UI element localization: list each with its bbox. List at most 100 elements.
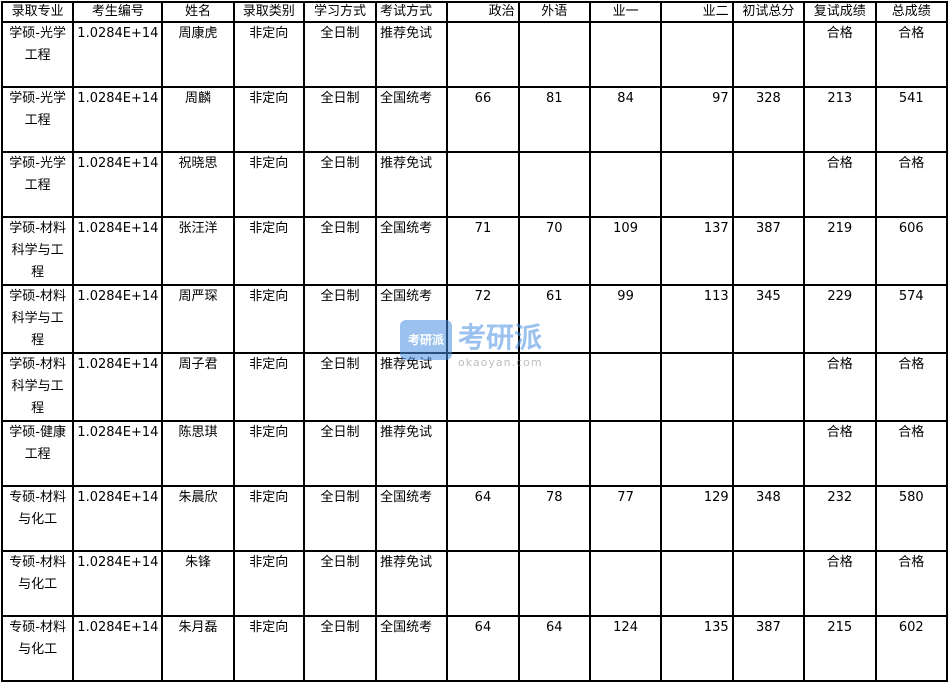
cell-exam-mode: 全国统考 xyxy=(375,485,449,552)
cell-name: 朱锋 xyxy=(161,550,235,617)
header-name: 姓名 xyxy=(161,1,235,23)
table-row: 学硕-光学工程 1.0284E+14 周康虎 非定向 全日制 推荐免试 合格 合格 xyxy=(0,21,948,88)
cell-prelim-total: 387 xyxy=(731,216,806,286)
cell-foreign-language: 61 xyxy=(517,284,591,354)
cell-admission-type: 非定向 xyxy=(232,151,305,218)
cell-exam-mode: 推荐免试 xyxy=(375,550,449,617)
cell-subject-1 xyxy=(588,420,663,487)
cell-subject-2 xyxy=(660,151,734,218)
cell-major: 专硕-材料与化工 xyxy=(0,550,75,617)
cell-major: 学硕-健康工程 xyxy=(0,420,75,487)
cell-study-mode: 全日制 xyxy=(302,352,378,422)
cell-politics xyxy=(446,352,520,422)
cell-retest-score: 合格 xyxy=(803,352,877,422)
header-admission-type: 录取类别 xyxy=(232,1,305,23)
cell-subject-1: 109 xyxy=(588,216,663,286)
cell-exam-mode: 全国统考 xyxy=(375,86,449,153)
cell-subject-1: 99 xyxy=(588,284,663,354)
cell-candidate-id: 1.0284E+14 xyxy=(72,485,164,552)
header-prelim-total: 初试总分 xyxy=(731,1,806,23)
cell-foreign-language xyxy=(517,352,591,422)
cell-major: 学硕-材料科学与工程 xyxy=(0,352,75,422)
cell-retest-score: 219 xyxy=(803,216,877,286)
cell-prelim-total: 348 xyxy=(731,485,806,552)
cell-total-score: 合格 xyxy=(874,21,948,88)
cell-study-mode: 全日制 xyxy=(302,485,378,552)
cell-politics xyxy=(446,151,520,218)
header-retest-score: 复试成绩 xyxy=(803,1,877,23)
cell-candidate-id: 1.0284E+14 xyxy=(72,284,164,354)
cell-total-score: 合格 xyxy=(874,151,948,218)
header-subject-1: 业一 xyxy=(588,1,663,23)
cell-candidate-id: 1.0284E+14 xyxy=(72,86,164,153)
cell-prelim-total xyxy=(731,352,806,422)
table-row: 学硕-光学工程 1.0284E+14 周麟 非定向 全日制 全国统考 66 81 84 97 328… xyxy=(0,86,948,153)
cell-candidate-id: 1.0284E+14 xyxy=(72,615,164,682)
cell-study-mode: 全日制 xyxy=(302,86,378,153)
cell-politics: 64 xyxy=(446,485,520,552)
cell-subject-2: 97 xyxy=(660,86,734,153)
cell-candidate-id: 1.0284E+14 xyxy=(72,216,164,286)
cell-name: 朱月磊 xyxy=(161,615,235,682)
cell-politics: 66 xyxy=(446,86,520,153)
cell-prelim-total xyxy=(731,151,806,218)
table-row: 学硕-健康工程 1.0284E+14 陈思琪 非定向 全日制 推荐免试 合格 合格 xyxy=(0,420,948,487)
header-politics: 政治 xyxy=(446,1,520,23)
cell-exam-mode: 全国统考 xyxy=(375,284,449,354)
cell-subject-1 xyxy=(588,352,663,422)
cell-major: 学硕-材料科学与工程 xyxy=(0,216,75,286)
cell-politics xyxy=(446,21,520,88)
cell-major: 学硕-光学工程 xyxy=(0,86,75,153)
header-row: 录取专业 考生编号 姓名 录取类别 学习方式 考试方式 政治 外语 业一 业二 初试总分 复试成绩 总成… xyxy=(0,1,948,23)
cell-study-mode: 全日制 xyxy=(302,615,378,682)
cell-subject-2 xyxy=(660,420,734,487)
cell-total-score: 合格 xyxy=(874,420,948,487)
cell-name: 祝晓思 xyxy=(161,151,235,218)
cell-foreign-language xyxy=(517,550,591,617)
cell-total-score: 606 xyxy=(874,216,948,286)
cell-name: 周康虎 xyxy=(161,21,235,88)
cell-subject-1: 84 xyxy=(588,86,663,153)
cell-subject-2: 137 xyxy=(660,216,734,286)
header-study-mode: 学习方式 xyxy=(302,1,378,23)
cell-retest-score: 215 xyxy=(803,615,877,682)
cell-subject-1: 77 xyxy=(588,485,663,552)
cell-name: 陈思琪 xyxy=(161,420,235,487)
cell-total-score: 合格 xyxy=(874,352,948,422)
cell-prelim-total: 345 xyxy=(731,284,806,354)
cell-name: 周严琛 xyxy=(161,284,235,354)
cell-name: 周麟 xyxy=(161,86,235,153)
cell-retest-score: 合格 xyxy=(803,21,877,88)
cell-foreign-language xyxy=(517,151,591,218)
header-major: 录取专业 xyxy=(0,1,75,23)
cell-foreign-language xyxy=(517,21,591,88)
cell-study-mode: 全日制 xyxy=(302,216,378,286)
cell-exam-mode: 推荐免试 xyxy=(375,352,449,422)
header-candidate-id: 考生编号 xyxy=(72,1,164,23)
cell-admission-type: 非定向 xyxy=(232,86,305,153)
cell-retest-score: 合格 xyxy=(803,420,877,487)
cell-total-score: 602 xyxy=(874,615,948,682)
cell-exam-mode: 全国统考 xyxy=(375,615,449,682)
table-row: 学硕-材料科学与工程 1.0284E+14 张汪洋 非定向 全日制 全国统考 71 70 109… xyxy=(0,216,948,286)
cell-foreign-language xyxy=(517,420,591,487)
cell-subject-1 xyxy=(588,21,663,88)
table-row: 专硕-材料与化工 1.0284E+14 朱锋 非定向 全日制 推荐免试 合格 合格 xyxy=(0,550,948,617)
header-foreign-language: 外语 xyxy=(517,1,591,23)
cell-candidate-id: 1.0284E+14 xyxy=(72,550,164,617)
cell-politics: 64 xyxy=(446,615,520,682)
cell-subject-1: 124 xyxy=(588,615,663,682)
cell-foreign-language: 78 xyxy=(517,485,591,552)
cell-admission-type: 非定向 xyxy=(232,216,305,286)
cell-prelim-total xyxy=(731,550,806,617)
cell-study-mode: 全日制 xyxy=(302,550,378,617)
cell-politics: 71 xyxy=(446,216,520,286)
cell-foreign-language: 70 xyxy=(517,216,591,286)
cell-admission-type: 非定向 xyxy=(232,352,305,422)
table-row: 学硕-材料科学与工程 1.0284E+14 周子君 非定向 全日制 推荐免试 合格 合格 xyxy=(0,352,948,422)
header-exam-mode: 考试方式 xyxy=(375,1,449,23)
cell-candidate-id: 1.0284E+14 xyxy=(72,151,164,218)
table-row: 学硕-材料科学与工程 1.0284E+14 周严琛 非定向 全日制 全国统考 72 61 99 1… xyxy=(0,284,948,354)
cell-total-score: 574 xyxy=(874,284,948,354)
